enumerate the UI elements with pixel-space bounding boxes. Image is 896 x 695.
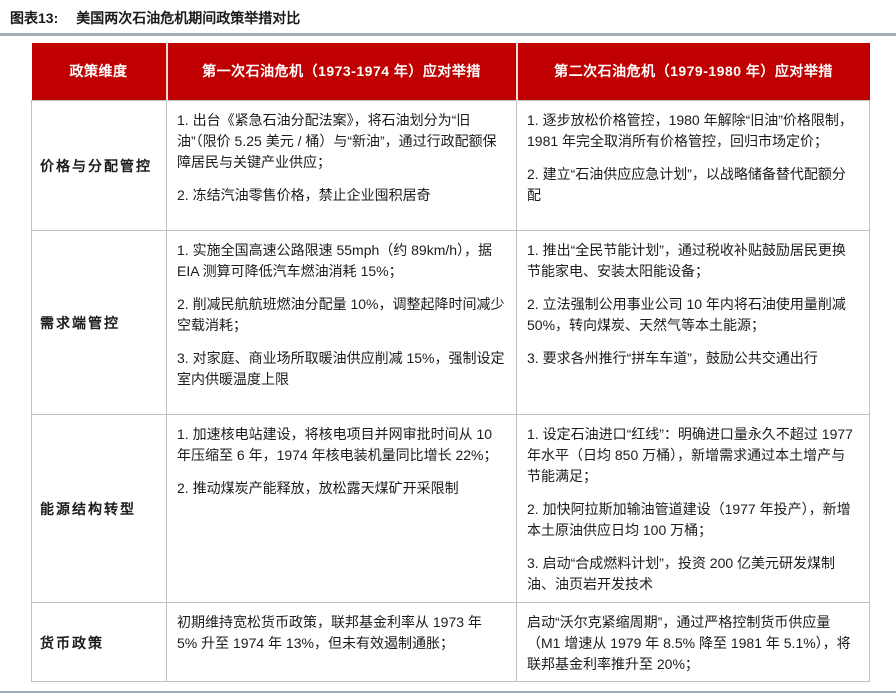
policy-paragraph: 2. 立法强制公用事业公司 10 年内将石油使用量削减 50%，转向煤炭、天然气… bbox=[527, 295, 846, 333]
first-crisis-cell: 1. 实施全国高速公路限速 55mph（约 89km/h），据 EIA 测算可降… bbox=[166, 229, 517, 415]
table-row-monetary-policy: 货币政策 初期维持宽松货币政策，联邦基金利率从 1973 年 5% 升至 197… bbox=[31, 601, 870, 682]
policy-paragraph: 2. 加快阿拉斯加输油管道建设（1977 年投产），新增本土原油供应日均 100… bbox=[527, 500, 851, 538]
first-crisis-cell: 1. 加速核电站建设，将核电项目并网审批时间从 10 年压缩至 6 年，1974… bbox=[166, 413, 517, 603]
table-body: 价格与分配管控 1. 出台《紧急石油分配法案》，将石油划分为“旧油”（限价 5.… bbox=[31, 99, 870, 682]
policy-paragraph: 1. 设定石油进口“红线”：明确进口量永久不超过 1977 年水平（日均 850… bbox=[527, 425, 853, 484]
policy-paragraph: 1. 加速核电站建设，将核电项目并网审批时间从 10 年压缩至 6 年，1974… bbox=[177, 425, 498, 463]
col-header-policy-dimension: 政策维度 bbox=[31, 43, 167, 100]
col-header-first-crisis: 第一次石油危机（1973-1974 年）应对举措 bbox=[165, 43, 517, 100]
title-divider bbox=[0, 33, 896, 36]
policy-paragraph: 3. 启动“合成燃料计划”，投资 200 亿美元研发煤制油、油页岩开发技术 bbox=[527, 554, 836, 592]
page-title: 美国两次石油危机期间政策举措对比 bbox=[76, 10, 301, 26]
second-crisis-cell: 启动“沃尔克紧缩周期”，通过严格控制货币供应量（M1 增速从 1979 年 8.… bbox=[516, 601, 870, 682]
table-row-price-control: 价格与分配管控 1. 出台《紧急石油分配法案》，将石油划分为“旧油”（限价 5.… bbox=[31, 99, 870, 231]
policy-paragraph: 1. 推出“全民节能计划”，通过税收补贴鼓励居民更换节能家电、安装太阳能设备； bbox=[527, 241, 846, 279]
policy-paragraph: 3. 对家庭、商业场所取暖油供应削减 15%，强制设定室内供暖温度上限 bbox=[177, 349, 505, 387]
first-crisis-cell: 1. 出台《紧急石油分配法案》，将石油划分为“旧油”（限价 5.25 美元 / … bbox=[166, 99, 517, 231]
row-dimension-label: 价格与分配管控 bbox=[31, 99, 167, 231]
second-crisis-cell: 1. 推出“全民节能计划”，通过税收补贴鼓励居民更换节能家电、安装太阳能设备； 2… bbox=[516, 229, 870, 415]
table-row-energy-transition: 能源结构转型 1. 加速核电站建设，将核电项目并网审批时间从 10 年压缩至 6… bbox=[31, 413, 870, 603]
policy-paragraph: 启动“沃尔克紧缩周期”，通过严格控制货币供应量（M1 增速从 1979 年 8.… bbox=[527, 613, 851, 672]
policy-paragraph: 3. 要求各州推行“拼车车道”，鼓励公共交通出行 bbox=[527, 349, 818, 366]
second-crisis-cell: 1. 设定石油进口“红线”：明确进口量永久不超过 1977 年水平（日均 850… bbox=[516, 413, 870, 603]
figure-label: 图表13: bbox=[10, 10, 59, 26]
policy-paragraph: 1. 出台《紧急石油分配法案》，将石油划分为“旧油”（限价 5.25 美元 / … bbox=[177, 111, 497, 170]
table-header: 政策维度 第一次石油危机（1973-1974 年）应对举措 第二次石油危机（19… bbox=[31, 43, 870, 100]
footer-divider bbox=[0, 690, 896, 693]
row-dimension-label: 能源结构转型 bbox=[31, 413, 167, 603]
policy-paragraph: 1. 实施全国高速公路限速 55mph（约 89km/h），据 EIA 测算可降… bbox=[177, 241, 493, 279]
policy-paragraph: 2. 建立“石油供应应急计划”，以战略储备替代配额分配 bbox=[527, 165, 846, 203]
row-dimension-label: 货币政策 bbox=[31, 601, 167, 682]
policy-comparison-table: 政策维度 第一次石油危机（1973-1974 年）应对举措 第二次石油危机（19… bbox=[31, 43, 870, 682]
first-crisis-cell: 初期维持宽松货币政策，联邦基金利率从 1973 年 5% 升至 1974 年 1… bbox=[166, 601, 517, 682]
table-row-demand-control: 需求端管控 1. 实施全国高速公路限速 55mph（约 89km/h），据 EI… bbox=[31, 229, 870, 415]
policy-paragraph: 2. 推动煤炭产能释放，放松露天煤矿开采限制 bbox=[177, 479, 459, 496]
figure-title-bar: 图表13: 美国两次石油危机期间政策举措对比 bbox=[10, 8, 896, 28]
policy-paragraph: 2. 削减民航航班燃油分配量 10%，调整起降时间减少空载消耗； bbox=[177, 295, 505, 333]
policy-paragraph: 1. 逐步放松价格管控，1980 年解除“旧油”价格限制，1981 年完全取消所… bbox=[527, 111, 853, 149]
policy-paragraph: 2. 冻结汽油零售价格，禁止企业囤积居奇 bbox=[177, 186, 431, 203]
row-dimension-label: 需求端管控 bbox=[31, 229, 167, 415]
second-crisis-cell: 1. 逐步放松价格管控，1980 年解除“旧油”价格限制，1981 年完全取消所… bbox=[516, 99, 870, 231]
policy-paragraph: 初期维持宽松货币政策，联邦基金利率从 1973 年 5% 升至 1974 年 1… bbox=[177, 613, 482, 651]
header-row: 政策维度 第一次石油危机（1973-1974 年）应对举措 第二次石油危机（19… bbox=[31, 43, 870, 100]
col-header-second-crisis: 第二次石油危机（1979-1980 年）应对举措 bbox=[515, 43, 870, 100]
